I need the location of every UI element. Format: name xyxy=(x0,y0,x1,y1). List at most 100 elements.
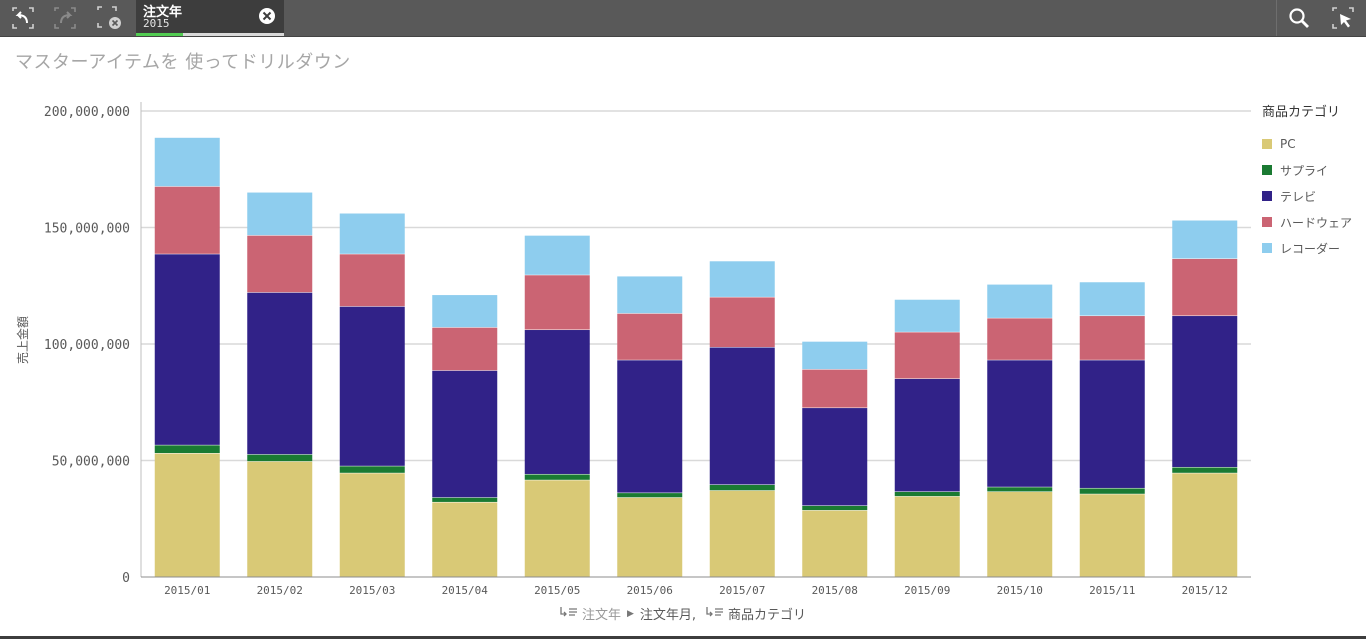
bar-segment[interactable] xyxy=(894,332,960,379)
bar-segment[interactable] xyxy=(894,299,960,332)
selected-state-bar xyxy=(136,33,183,36)
selection-field-name: 注文年 xyxy=(143,5,183,20)
legend-item[interactable]: テレビ xyxy=(1262,183,1362,209)
bars xyxy=(154,137,1238,577)
drill-level-3[interactable]: 商品カテゴリ xyxy=(728,608,807,623)
bar-segment[interactable] xyxy=(154,453,220,577)
legend-label: サプライ xyxy=(1280,163,1329,178)
x-tick-label: 2015/10 xyxy=(997,584,1043,597)
bar-segment[interactable] xyxy=(894,491,960,497)
legend-item[interactable]: ハードウェア xyxy=(1262,209,1362,235)
legend: 商品カテゴリ PC サプライ テレビ ハードウェア レコーダー xyxy=(1262,101,1362,261)
bar-segment[interactable] xyxy=(894,378,960,492)
legend-swatch xyxy=(1262,191,1272,201)
bar-segment[interactable] xyxy=(154,445,220,454)
y-tick-label: 100,000,000 xyxy=(44,338,130,353)
bar-segment[interactable] xyxy=(987,360,1053,487)
bar-segment[interactable] xyxy=(432,497,498,502)
bar-segment[interactable] xyxy=(802,341,868,370)
step-back-icon[interactable] xyxy=(8,3,38,33)
bar-segment[interactable] xyxy=(709,490,775,577)
bar-segment[interactable] xyxy=(617,276,683,314)
bar-segment[interactable] xyxy=(154,254,220,445)
bar-segment[interactable] xyxy=(987,318,1053,360)
bottom-border xyxy=(0,636,1366,639)
x-tick-label: 2015/12 xyxy=(1182,584,1228,597)
bar-segment[interactable] xyxy=(802,369,868,408)
bar-segment[interactable] xyxy=(1172,316,1238,467)
bar-segment[interactable] xyxy=(1172,258,1238,316)
bar-segment[interactable] xyxy=(1079,316,1145,360)
x-tick-label: 2015/02 xyxy=(257,584,303,597)
legend-label: レコーダー xyxy=(1280,241,1341,256)
bar-segment[interactable] xyxy=(987,491,1053,577)
y-tick-label: 150,000,000 xyxy=(44,222,130,237)
bar-segment[interactable] xyxy=(247,192,313,236)
bar-segment[interactable] xyxy=(524,474,590,480)
bar-segment[interactable] xyxy=(524,330,590,474)
bar-segment[interactable] xyxy=(339,213,405,254)
y-ticks: 0 50,000,000 100,000,000 150,000,000 200,000… xyxy=(44,105,130,586)
bar-segment[interactable] xyxy=(617,493,683,498)
bar-segment[interactable] xyxy=(617,360,683,493)
select-tool-icon[interactable] xyxy=(1328,3,1358,33)
drill-arrow-icon: ▶ xyxy=(626,608,634,619)
bar-segment[interactable] xyxy=(154,186,220,254)
bar-segment[interactable] xyxy=(617,497,683,577)
x-tick-label: 2015/01 xyxy=(164,584,210,597)
bar-segment[interactable] xyxy=(524,480,590,577)
x-ticks: 2015/01 2015/02 2015/03 2015/04 2015/05 2015/… xyxy=(164,584,1228,597)
legend-item[interactable]: PC xyxy=(1262,131,1362,157)
bar-segment[interactable] xyxy=(1172,473,1238,577)
bar-segment[interactable] xyxy=(524,275,590,330)
bar-segment[interactable] xyxy=(339,306,405,466)
y-tick-label: 0 xyxy=(122,571,130,586)
y-tick-label: 50,000,000 xyxy=(52,455,130,470)
bar-segment[interactable] xyxy=(709,484,775,491)
bar-segment[interactable] xyxy=(802,408,868,506)
x-tick-label: 2015/05 xyxy=(534,584,580,597)
bar-segment[interactable] xyxy=(247,235,313,293)
bar-segment[interactable] xyxy=(432,327,498,371)
bar-segment[interactable] xyxy=(709,297,775,347)
drill-level-2[interactable]: 注文年月, xyxy=(639,608,697,623)
y-tick-label: 200,000,000 xyxy=(44,105,130,120)
bar-segment[interactable] xyxy=(802,510,868,577)
bar-segment[interactable] xyxy=(1172,220,1238,259)
bar-segment[interactable] xyxy=(432,370,498,498)
drill-down-path: 注文年 ▶ 注文年月, 商品カテゴリ xyxy=(0,604,1366,623)
x-tick-label: 2015/06 xyxy=(627,584,673,597)
bar-segment[interactable] xyxy=(1079,282,1145,316)
bar-segment[interactable] xyxy=(709,261,775,297)
bar-segment[interactable] xyxy=(802,505,868,511)
bar-segment[interactable] xyxy=(524,235,590,275)
bar-segment[interactable] xyxy=(1172,467,1238,473)
step-forward-icon[interactable] xyxy=(50,3,80,33)
bar-segment[interactable] xyxy=(247,461,313,577)
x-tick-label: 2015/03 xyxy=(349,584,395,597)
clear-selections-icon[interactable] xyxy=(94,3,124,33)
selection-field-value: 2015 xyxy=(143,17,170,30)
bar-segment[interactable] xyxy=(247,454,313,462)
bar-segment[interactable] xyxy=(894,496,960,577)
bar-segment[interactable] xyxy=(432,502,498,577)
current-selection-tab[interactable]: 注文年 2015 xyxy=(136,0,284,36)
drill-level-1[interactable]: 注文年 xyxy=(581,608,621,623)
bar-segment[interactable] xyxy=(709,347,775,485)
bar-segment[interactable] xyxy=(339,466,405,473)
search-icon[interactable] xyxy=(1284,3,1314,33)
bar-segment[interactable] xyxy=(617,313,683,360)
bar-segment[interactable] xyxy=(987,284,1053,318)
bar-segment[interactable] xyxy=(339,473,405,577)
bar-segment[interactable] xyxy=(154,137,220,187)
bar-segment[interactable] xyxy=(1079,360,1145,488)
bar-segment[interactable] xyxy=(247,292,313,455)
bar-segment[interactable] xyxy=(1079,488,1145,494)
clear-selection-icon[interactable] xyxy=(258,7,276,25)
bar-segment[interactable] xyxy=(432,295,498,328)
legend-item[interactable]: レコーダー xyxy=(1262,235,1362,261)
bar-segment[interactable] xyxy=(987,487,1053,492)
bar-segment[interactable] xyxy=(339,254,405,307)
bar-segment[interactable] xyxy=(1079,494,1145,577)
legend-item[interactable]: サプライ xyxy=(1262,157,1362,183)
